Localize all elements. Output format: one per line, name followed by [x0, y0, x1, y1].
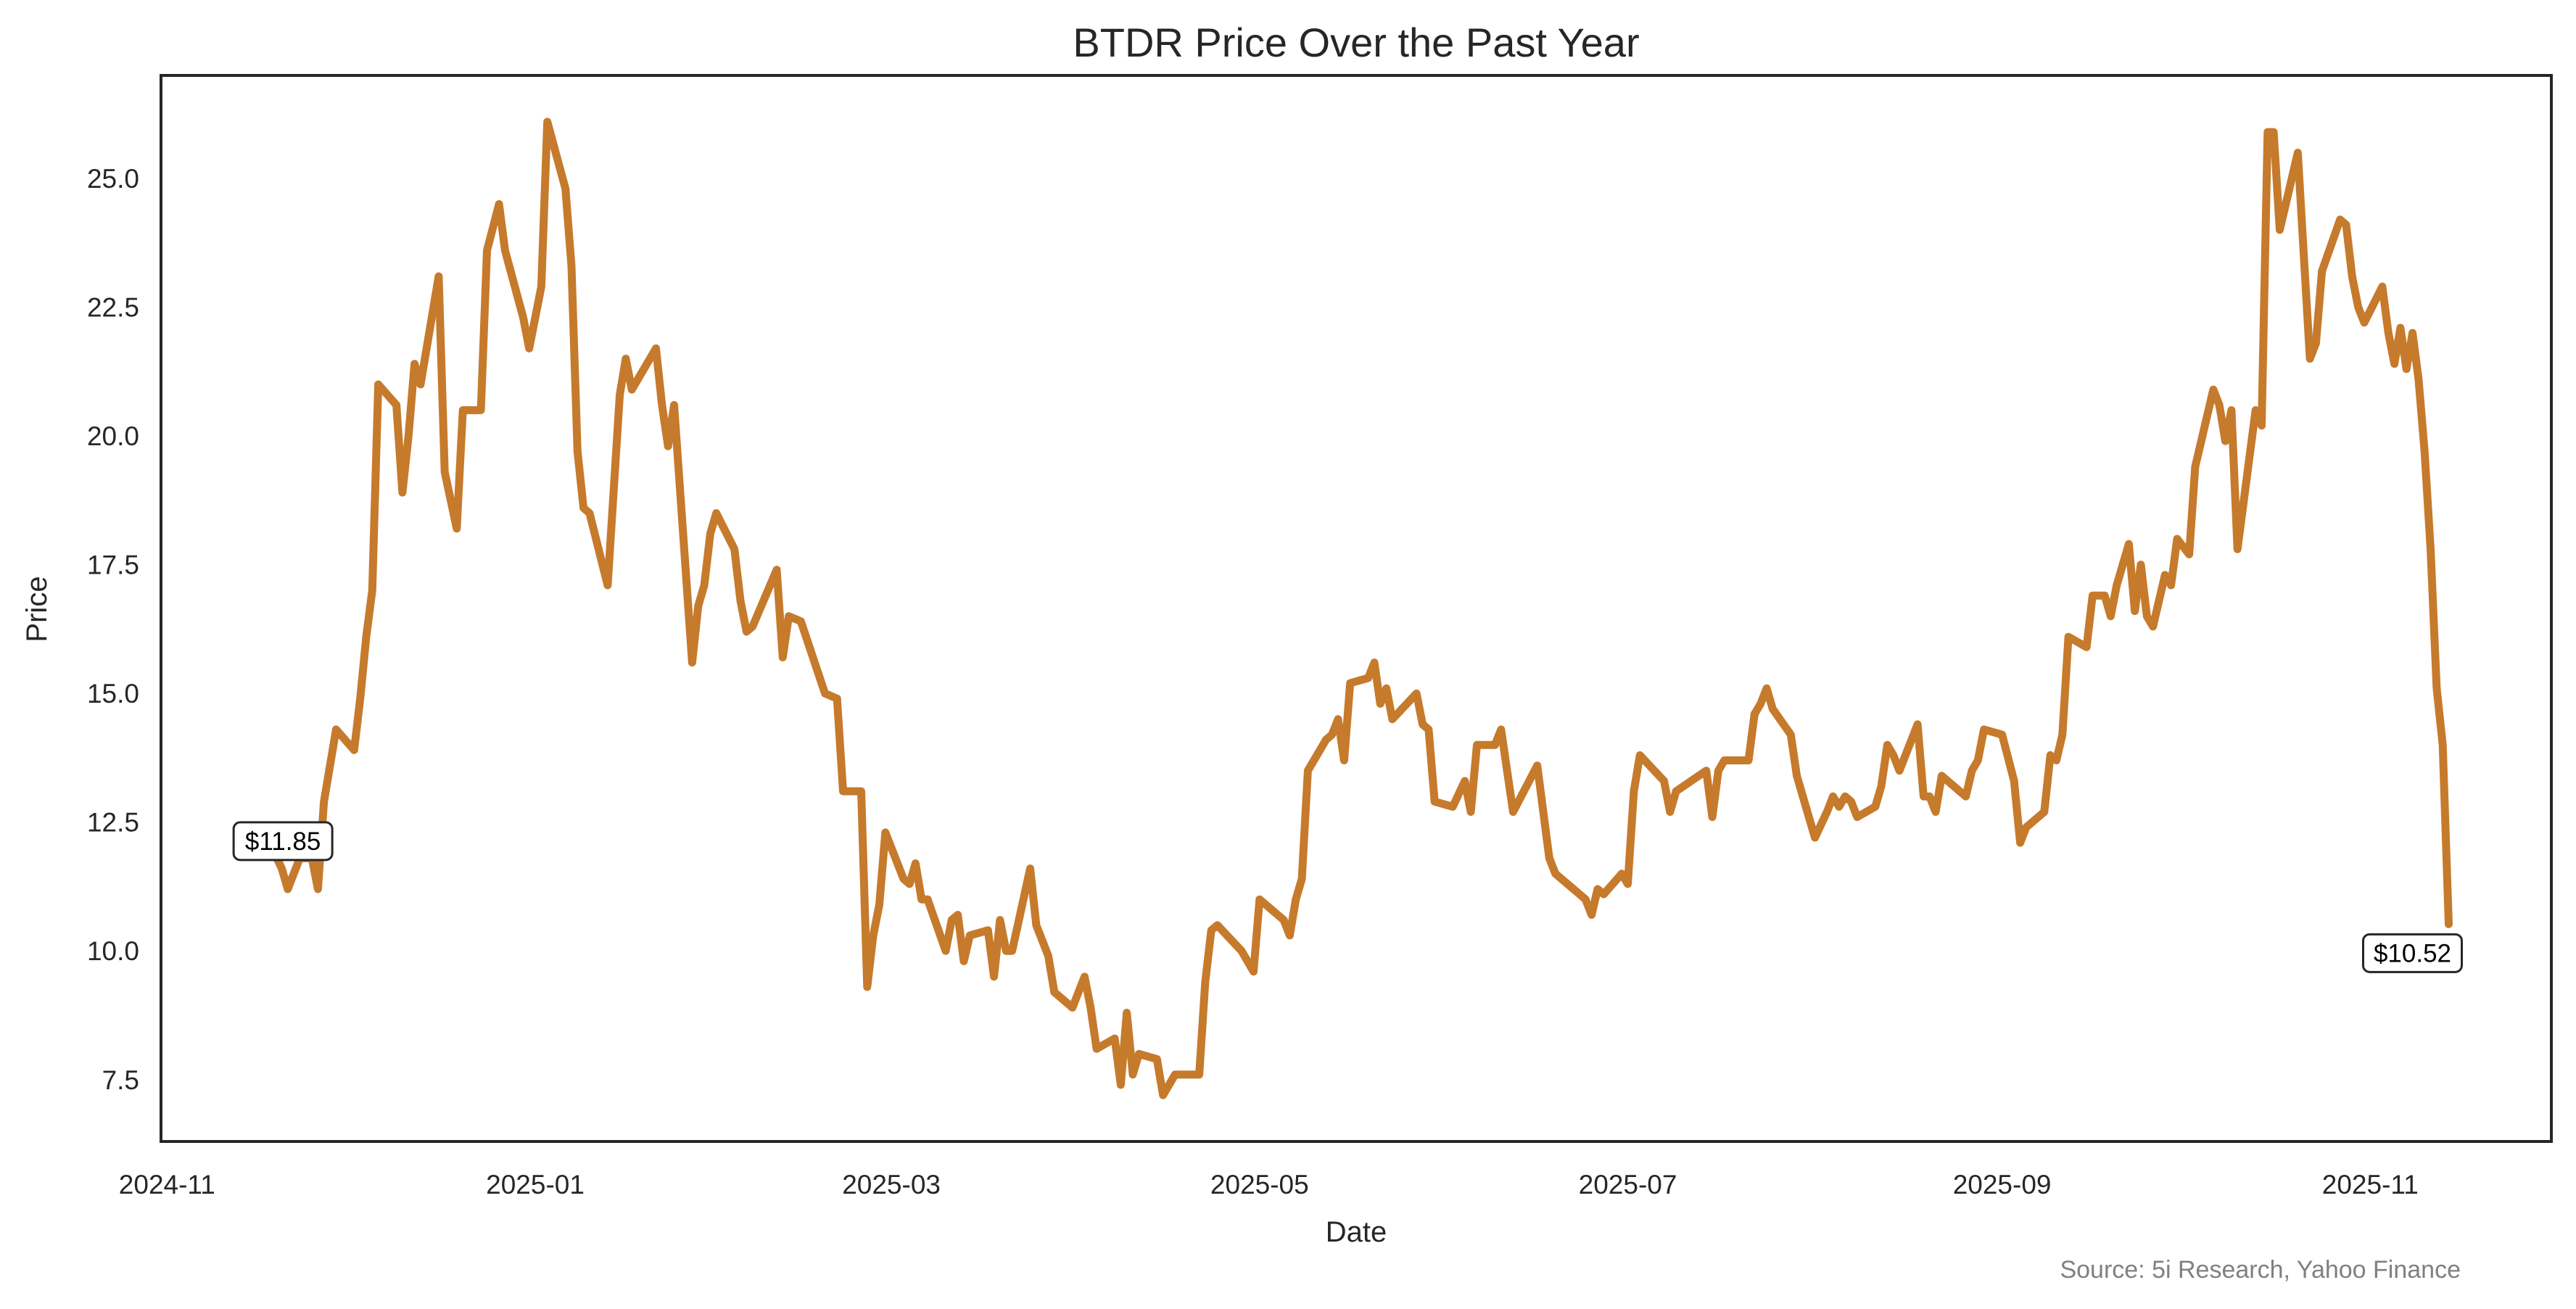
x-tick-label: 2025-11 [2322, 1170, 2419, 1199]
x-tick-label: 2025-03 [842, 1170, 941, 1199]
source-note: Source: 5i Research, Yahoo Finance [2060, 1256, 2461, 1284]
y-tick-label: 12.5 [87, 808, 139, 838]
y-tick-label: 10.0 [87, 936, 139, 966]
x-axis-ticks: 2024-11 2025-01 2025-03 2025-05 2025-07 2025-… [119, 1170, 2419, 1199]
x-tick-label: 2025-09 [1953, 1170, 2052, 1199]
x-axis-label: Date [1326, 1216, 1387, 1248]
annotation-label: $10.52 [2374, 939, 2451, 967]
y-tick-label: 25.0 [87, 164, 139, 194]
y-tick-label: 20.0 [87, 421, 139, 451]
y-tick-label: 22.5 [87, 293, 139, 323]
plot-area [271, 117, 2453, 1099]
x-tick-label: 2025-01 [486, 1170, 585, 1199]
annotation-box [232, 821, 334, 862]
y-axis-ticks: 7.5 10.0 12.5 15.0 17.5 20.0 22.5 25.0 [87, 164, 139, 1095]
price-annotation: $10.52 [2362, 933, 2464, 973]
annotation-label: $11.85 [245, 827, 321, 856]
x-tick-label: 2025-07 [1579, 1170, 1677, 1199]
annotation-box [2362, 933, 2464, 973]
y-axis-label: Price [21, 576, 53, 642]
y-tick-label: 17.5 [87, 550, 139, 580]
x-tick-label: 2025-05 [1210, 1170, 1309, 1199]
axes-frame [160, 74, 2553, 1143]
annotations: $11.85 $10.52 [232, 821, 2464, 973]
y-tick-label: 15.0 [87, 679, 139, 709]
y-tick-label: 7.5 [102, 1065, 139, 1095]
price-series-line [271, 117, 2453, 1099]
price-annotation: $11.85 [232, 821, 334, 862]
x-tick-label: 2024-11 [119, 1170, 215, 1199]
chart-title: BTDR Price Over the Past Year [1073, 20, 1639, 65]
